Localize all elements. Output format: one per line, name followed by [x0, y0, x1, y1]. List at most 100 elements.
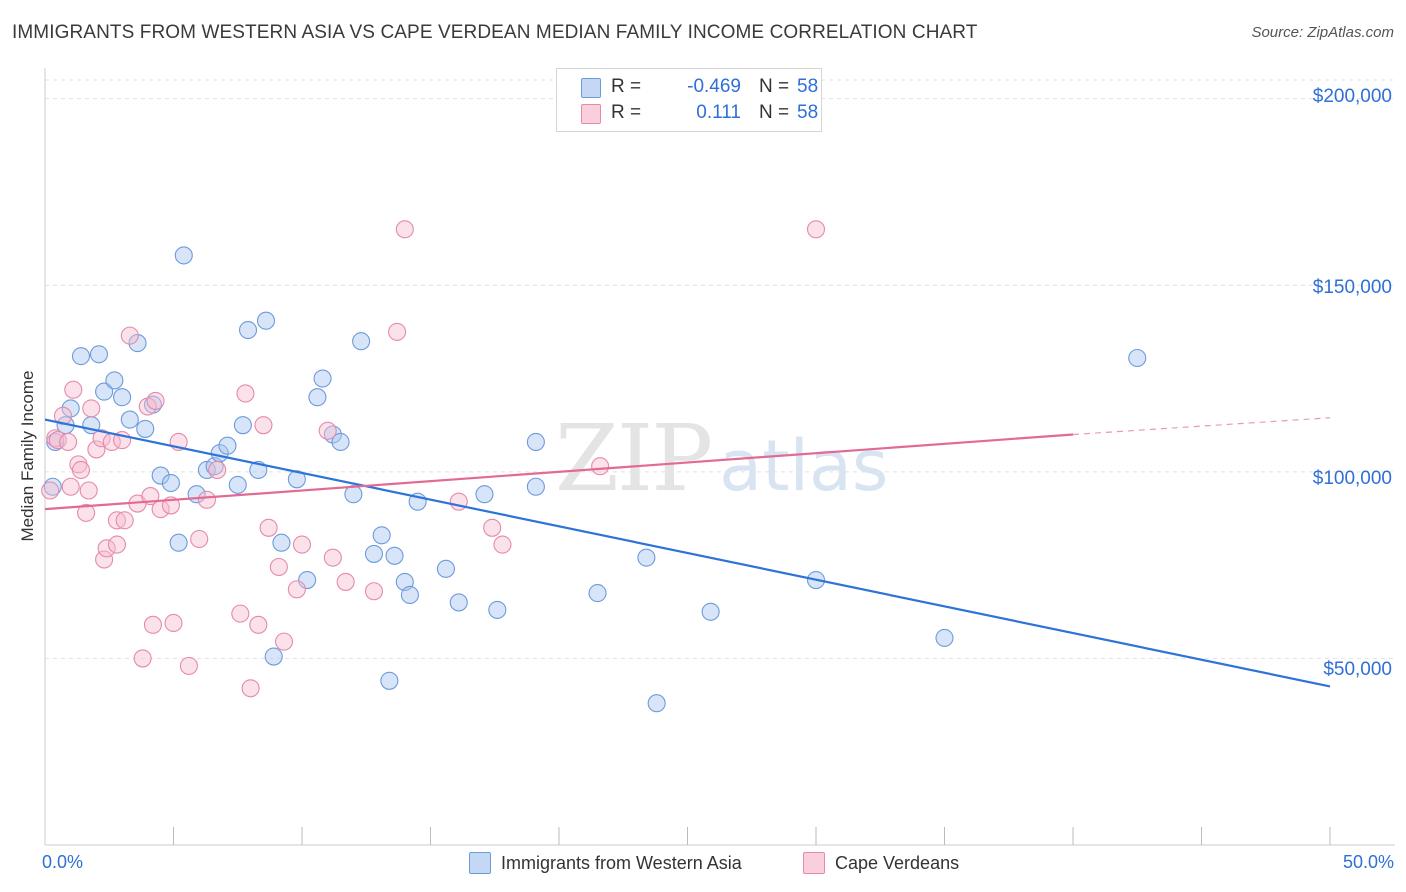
cape-verdean-point — [318, 421, 337, 440]
western-asia-point — [436, 559, 455, 578]
western-asia-point — [372, 526, 391, 545]
western-asia-point — [1128, 348, 1147, 368]
cape-verdean-point — [236, 384, 255, 403]
western-asia-point — [935, 628, 954, 647]
r-value: 0.111 — [696, 102, 741, 123]
cape-verdean-point — [107, 535, 127, 554]
n-label: N = — [759, 102, 790, 123]
western-asia-point — [61, 399, 80, 418]
western-asia-point — [385, 546, 404, 565]
western-asia-point — [272, 533, 291, 552]
western-asia-point — [352, 332, 371, 351]
cape-verdean-point — [292, 535, 312, 554]
western-asia-point — [233, 416, 252, 435]
cape-verdean-point — [82, 399, 101, 418]
cape-verdean-point — [115, 511, 134, 530]
n-value: 58 — [797, 76, 819, 97]
stats-legend: R = -0.469 N = 58 R = 0.111 N = 58 — [556, 68, 822, 132]
cape-verdean-point — [79, 481, 98, 500]
western-asia-point — [120, 410, 139, 429]
cape-verdean-point — [97, 539, 116, 558]
legend-swatch-blue — [469, 852, 491, 874]
western-asia-point — [308, 388, 327, 407]
western-asia-point — [526, 432, 545, 452]
western-asia-point — [526, 477, 545, 496]
watermark: ZIP atlas — [555, 405, 888, 512]
cape-verdean-point — [107, 511, 127, 530]
x-axis-min-label: 0.0% — [42, 852, 84, 872]
cape-verdean-point — [483, 518, 502, 537]
western-asia-point — [89, 345, 109, 364]
r-value: -0.469 — [687, 76, 741, 97]
western-asia-point — [380, 671, 399, 690]
cape-verdean-point — [241, 679, 260, 698]
western-asia-point — [136, 419, 155, 438]
cape-verdean-point — [287, 580, 306, 599]
cape-verdean-point — [336, 572, 355, 591]
western-asia-point — [475, 485, 494, 504]
legend-swatch-pink — [581, 104, 601, 124]
cape-verdean-point — [274, 632, 294, 651]
y-tick-label: $150,000 — [1312, 277, 1392, 298]
western-asia-point — [701, 602, 720, 621]
cape-verdean-point — [64, 380, 83, 399]
western-asia-point — [128, 334, 147, 353]
cape-verdean-point — [133, 649, 152, 668]
y-tick-label: $50,000 — [1323, 659, 1392, 680]
y-tick-label: $100,000 — [1312, 468, 1392, 489]
cape-verdean-point — [388, 322, 407, 341]
r-label: R = — [611, 76, 642, 97]
cape-verdean-point — [61, 477, 80, 496]
western-asia-point — [228, 475, 247, 494]
western-asia-point — [488, 600, 507, 619]
cape-verdean-point — [249, 615, 268, 634]
western-asia-point — [238, 320, 258, 340]
western-asia-point — [161, 473, 180, 493]
western-asia-point — [647, 694, 666, 713]
source-label: Source: ZipAtlas.com — [1251, 24, 1394, 41]
cape-verdean-point — [591, 457, 610, 476]
western-asia-point — [151, 466, 170, 485]
x-axis-max-label: 50.0% — [1342, 852, 1394, 872]
western-asia-point — [169, 533, 188, 552]
western-asia-point — [364, 544, 384, 563]
western-asia-point — [298, 570, 317, 590]
cape-verdean-point — [190, 529, 209, 549]
cape-verdean-point — [143, 615, 162, 634]
western-asia-point — [637, 548, 656, 567]
cape-verdean-point — [231, 604, 250, 623]
watermark-zip: ZIP — [555, 405, 713, 512]
western-asia-point — [174, 246, 193, 265]
cape-verdean-point — [77, 503, 96, 522]
cape-verdean-point — [364, 582, 384, 601]
western-asia-point — [588, 584, 607, 603]
western-asia-point — [331, 432, 350, 452]
cape-verdean-point — [197, 490, 216, 509]
cape-verdean-trendline-extension — [1072, 417, 1331, 436]
legend-label: Immigrants from Western Asia — [501, 853, 742, 873]
y-tick-label: $200,000 — [1312, 86, 1392, 107]
western-asia-point — [113, 388, 132, 407]
cape-verdean-point — [41, 481, 60, 500]
watermark-atlas: atlas — [719, 425, 889, 507]
cape-verdean-point — [71, 460, 91, 480]
cape-verdean-point — [259, 518, 278, 537]
chart-title: IMMIGRANTS FROM WESTERN ASIA VS CAPE VER… — [12, 22, 978, 43]
western-asia-point — [71, 347, 91, 366]
legend-swatch-pink — [803, 852, 825, 874]
cape-verdean-point — [395, 220, 414, 239]
cape-verdean-point — [323, 548, 342, 567]
cape-verdean-point — [254, 416, 273, 435]
cape-verdean-point — [87, 440, 106, 459]
cape-verdean-point — [806, 220, 826, 239]
cape-verdean-trendline — [44, 433, 1074, 511]
cape-verdean-point — [164, 613, 183, 633]
cape-verdean-point — [120, 326, 139, 345]
cape-verdean-point — [208, 460, 227, 480]
cape-verdean-point — [493, 535, 512, 554]
r-label: R = — [611, 102, 642, 123]
western-asia-point — [400, 585, 419, 605]
western-asia-point — [256, 311, 276, 330]
legend-swatch-blue — [581, 78, 601, 98]
